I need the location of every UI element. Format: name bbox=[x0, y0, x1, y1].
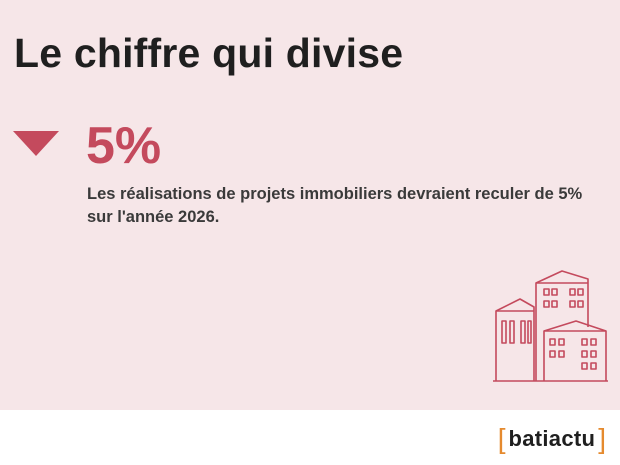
logo-bracket-open: [ bbox=[497, 423, 506, 454]
buildings-icon bbox=[493, 270, 608, 382]
batiactu-logo[interactable]: [ batiactu ] bbox=[498, 425, 606, 453]
key-figure: 5% bbox=[86, 117, 162, 175]
logo-text: batiactu bbox=[508, 426, 596, 451]
logo-bracket-close: ] bbox=[598, 423, 606, 454]
infographic-card: Le chiffre qui divise 5% Les réalisation… bbox=[0, 0, 620, 410]
down-triangle-icon bbox=[13, 131, 59, 156]
page-title: Le chiffre qui divise bbox=[14, 30, 404, 76]
footer: [ batiactu ] bbox=[0, 410, 620, 465]
figure-description: Les réalisations de projets immobiliers … bbox=[87, 185, 583, 226]
